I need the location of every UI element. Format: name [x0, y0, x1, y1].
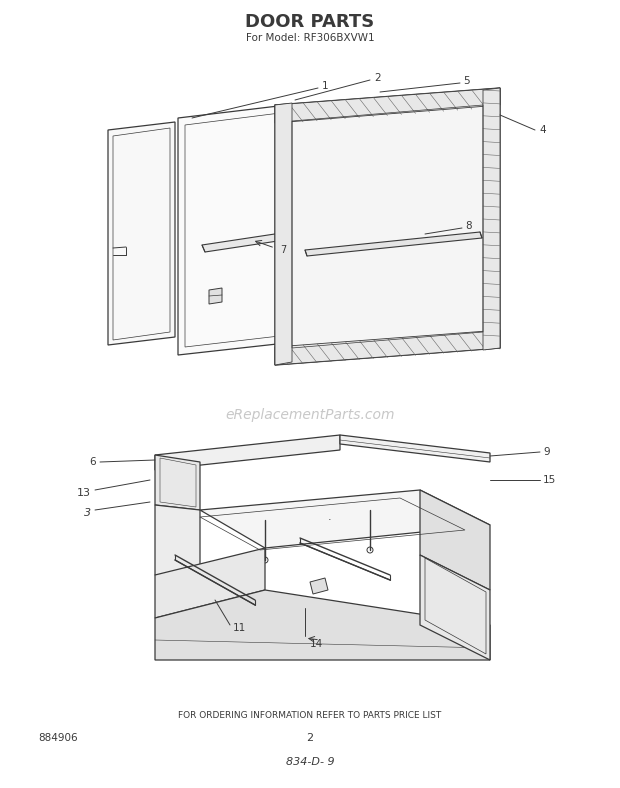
Polygon shape — [275, 330, 500, 365]
Text: 6: 6 — [89, 457, 96, 467]
Text: 1: 1 — [322, 81, 329, 91]
Polygon shape — [209, 288, 222, 304]
Text: 834-D- 9: 834-D- 9 — [286, 757, 334, 767]
Polygon shape — [310, 578, 328, 594]
Text: FOR ORDERING INFORMATION REFER TO PARTS PRICE LIST: FOR ORDERING INFORMATION REFER TO PARTS … — [179, 711, 441, 719]
Text: DOOR PARTS: DOOR PARTS — [246, 13, 374, 31]
Polygon shape — [483, 88, 500, 350]
Text: 9: 9 — [543, 447, 549, 457]
Text: ·: · — [328, 515, 332, 525]
Polygon shape — [340, 435, 490, 462]
Text: 8: 8 — [465, 221, 472, 231]
Polygon shape — [155, 590, 490, 660]
Polygon shape — [178, 104, 295, 355]
Polygon shape — [155, 505, 200, 580]
Text: For Model: RF306BXVW1: For Model: RF306BXVW1 — [246, 33, 374, 43]
Polygon shape — [155, 455, 200, 510]
Polygon shape — [155, 548, 265, 618]
Text: 13: 13 — [77, 488, 91, 498]
Text: 5: 5 — [463, 76, 469, 86]
Polygon shape — [202, 232, 291, 252]
Polygon shape — [155, 435, 340, 470]
Text: 884906: 884906 — [38, 733, 78, 743]
Text: 15: 15 — [543, 475, 556, 485]
Text: 4: 4 — [539, 125, 546, 135]
Polygon shape — [108, 122, 175, 345]
Polygon shape — [420, 555, 490, 660]
Polygon shape — [200, 490, 490, 548]
Polygon shape — [305, 232, 482, 256]
Text: 3: 3 — [84, 508, 91, 518]
Polygon shape — [275, 103, 292, 365]
Text: 14: 14 — [310, 639, 323, 649]
Polygon shape — [420, 490, 490, 590]
Polygon shape — [275, 88, 500, 123]
Text: 7: 7 — [280, 245, 286, 255]
Text: 2: 2 — [374, 73, 381, 83]
Text: 11: 11 — [233, 623, 246, 633]
Polygon shape — [275, 88, 500, 365]
Text: 2: 2 — [306, 733, 314, 743]
Text: eReplacementParts.com: eReplacementParts.com — [225, 408, 395, 422]
